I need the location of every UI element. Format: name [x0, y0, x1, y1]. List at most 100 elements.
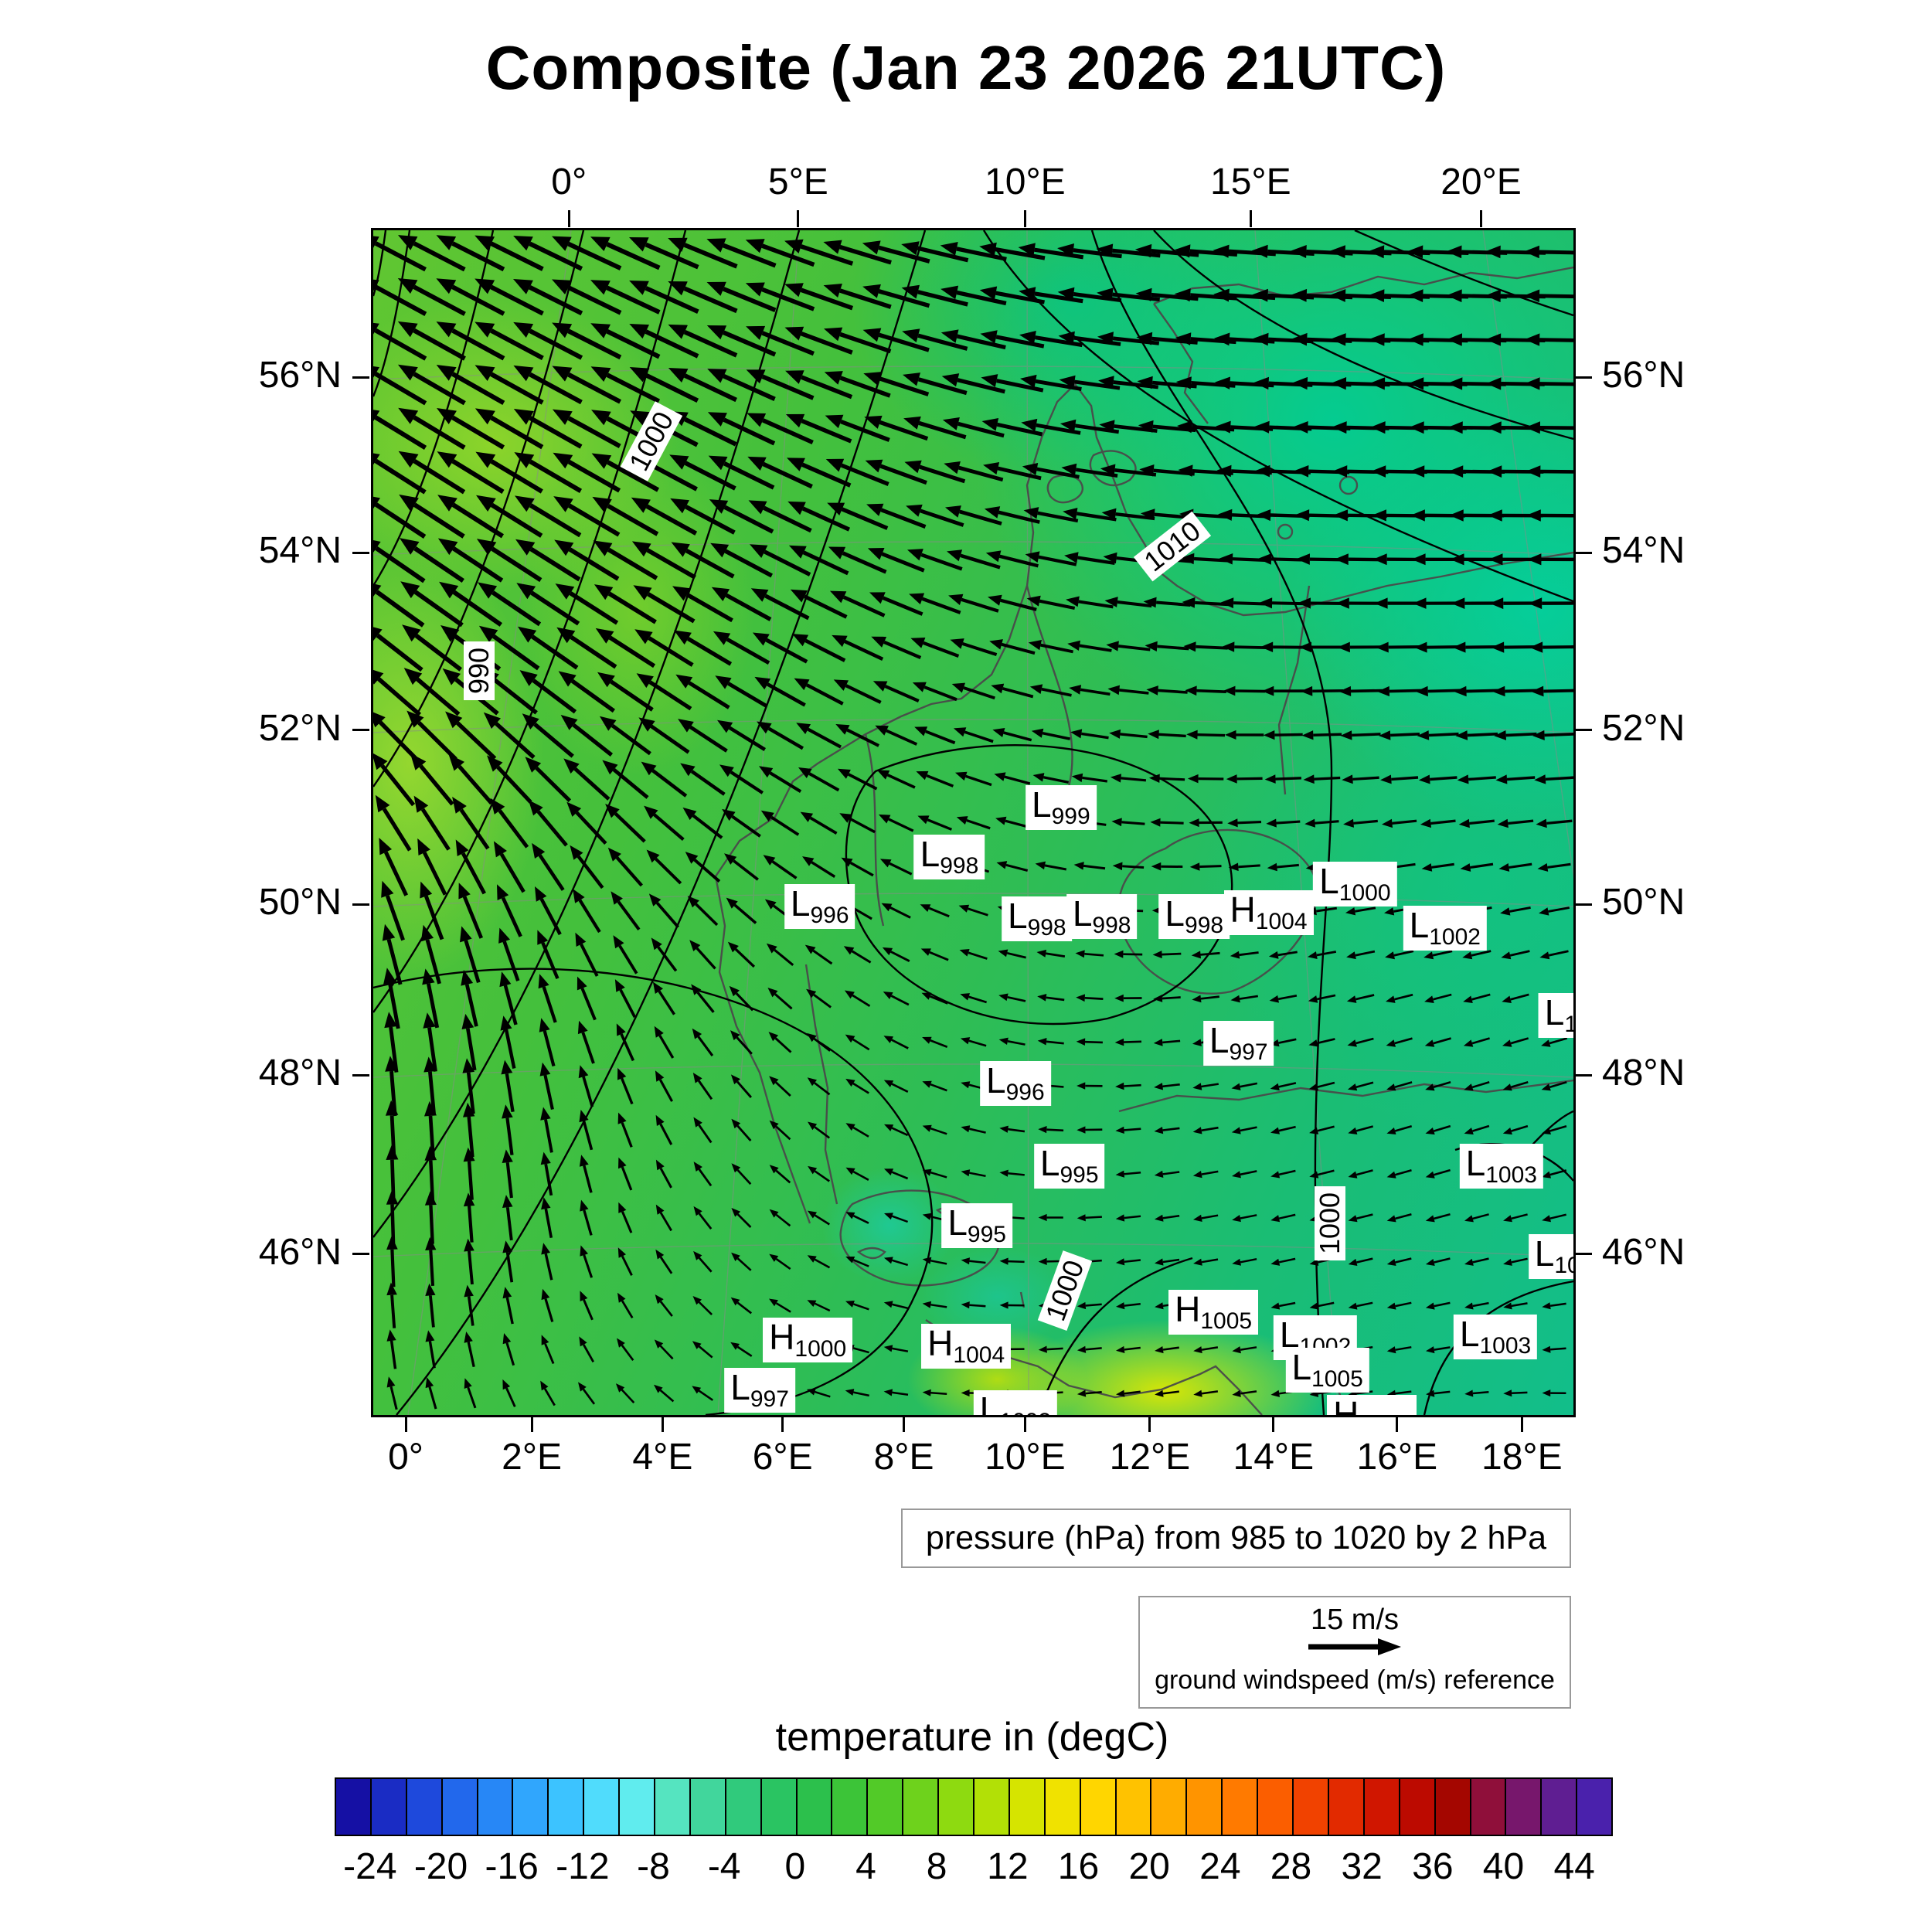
axis-tick-bottom	[1148, 1415, 1151, 1432]
pressure-center-label: L995	[1033, 1144, 1105, 1189]
pressure-center-label: L997	[724, 1367, 795, 1413]
colorbar-segment	[903, 1779, 940, 1835]
colorbar-tick-label: 24	[1199, 1846, 1241, 1887]
axis-tick-label-right: 52°N	[1602, 707, 1685, 749]
axis-tick-right	[1575, 376, 1592, 379]
pressure-center-label: H1004	[1223, 890, 1314, 935]
colorbar-segment	[761, 1779, 798, 1835]
axis-tick-label-bottom: 10°E	[985, 1437, 1066, 1478]
axis-tick-top	[1249, 210, 1252, 227]
wind-reference-caption: ground windspeed (m/s) reference	[1155, 1665, 1555, 1695]
axis-tick-top	[1480, 210, 1483, 227]
pressure-center-label: L1002	[973, 1389, 1058, 1415]
axis-tick-label-top: 10°E	[985, 162, 1066, 202]
colorbar-title: temperature in (degC)	[775, 1715, 1169, 1760]
pressure-center-label: L998	[913, 834, 985, 879]
colorbar-tick-label: -12	[556, 1846, 610, 1887]
axis-tick-label-right: 56°N	[1602, 355, 1685, 396]
colorbar-segment	[832, 1779, 869, 1835]
axis-tick-label-bottom: 6°E	[752, 1437, 813, 1478]
colorbar-tick-label: 28	[1270, 1846, 1312, 1887]
axis-tick-bottom	[1396, 1415, 1399, 1432]
colorbar-segment	[1328, 1779, 1365, 1835]
axis-tick-top	[1023, 210, 1026, 227]
colorbar-segment	[1080, 1779, 1117, 1835]
colorbar-tick-label: 40	[1482, 1846, 1525, 1887]
colorbar-tick-label: 20	[1128, 1846, 1170, 1887]
colorbar-tick-label: 12	[987, 1846, 1029, 1887]
contour-value-label: 1000	[1037, 1250, 1092, 1332]
pressure-center-label: L1003	[1453, 1314, 1538, 1359]
colorbar-segment	[336, 1779, 372, 1835]
colorbar-segment	[371, 1779, 407, 1835]
axis-tick-label-right: 48°N	[1602, 1053, 1685, 1094]
axis-tick-bottom	[781, 1415, 784, 1432]
axis-tick-label-left: 46°N	[258, 1231, 342, 1273]
axis-tick-label-left: 52°N	[258, 707, 342, 749]
axis-tick-label-bottom: 2°E	[502, 1437, 563, 1478]
pressure-center-label: L1005	[1285, 1347, 1369, 1393]
contour-value-label: 1000	[621, 401, 683, 481]
axis-tick-label-top: 5°E	[767, 162, 828, 202]
pressure-center-label: L999	[1026, 784, 1097, 830]
colorbar-segment	[797, 1779, 833, 1835]
colorbar-segment	[584, 1779, 621, 1835]
colorbar-tick-label: 32	[1341, 1846, 1383, 1887]
colorbar-segment	[1542, 1779, 1578, 1835]
axis-tick-bottom	[1520, 1415, 1523, 1432]
colorbar-segment	[620, 1779, 656, 1835]
axis-tick-bottom	[661, 1415, 664, 1432]
pressure-center-label: L996	[980, 1060, 1051, 1106]
axis-tick-left	[352, 551, 369, 554]
colorbar-tick-label: -16	[485, 1846, 539, 1887]
colorbar-segment	[1294, 1779, 1329, 1835]
colorbar-segment	[1009, 1779, 1046, 1835]
pressure-center-label: L998	[1158, 893, 1230, 939]
colorbar-tick-labels: -24 -20 -16 -12 -8 -4 0 4 8 12 16 20 24 28 32 36 40 44	[335, 1845, 1610, 1892]
axis-tick-bottom	[530, 1415, 533, 1432]
colorbar-segment	[1471, 1779, 1507, 1835]
axis-tick-bottom	[404, 1415, 407, 1432]
axis-tick-top	[567, 210, 570, 227]
map-vector-layer	[373, 230, 1573, 1415]
pressure-center-label: H1005	[1327, 1395, 1417, 1415]
colorbar-segment	[1223, 1779, 1259, 1835]
pressure-caption: pressure (hPa) from 985 to 1020 by 2 hPa	[900, 1509, 1571, 1568]
colorbar-tick-label: -4	[707, 1846, 741, 1887]
colorbar-segment	[1400, 1779, 1436, 1835]
colorbar-tick-label: 44	[1553, 1846, 1595, 1887]
axis-tick-right	[1575, 1253, 1592, 1256]
colorbar-segment	[406, 1779, 443, 1835]
contour-value-label: 1000	[1314, 1185, 1345, 1260]
pressure-center-label: L997	[1202, 1020, 1274, 1066]
axis-tick-label-left: 50°N	[258, 882, 342, 923]
pressure-center-label: L998	[1066, 893, 1138, 939]
colorbar-tick-label: 16	[1057, 1846, 1100, 1887]
map-plot-area: L999 L998 L996 L998 L998 L998 H1004 L1000 L1002 L…	[371, 228, 1576, 1417]
page-title: Composite (Jan 23 2026 21UTC)	[485, 33, 1447, 102]
axis-tick-right	[1575, 903, 1592, 906]
wind-reference-arrow-icon	[1308, 1638, 1401, 1655]
pressure-center-label: H1005	[1168, 1289, 1259, 1335]
colorbar-tick-label: -8	[637, 1846, 670, 1887]
colorbar-segment	[513, 1779, 549, 1835]
axis-tick-label-bottom: 8°E	[873, 1437, 934, 1478]
axis-tick-label-top: 15°E	[1210, 162, 1291, 202]
axis-tick-left	[352, 1073, 369, 1077]
axis-tick-label-bottom: 14°E	[1233, 1437, 1315, 1478]
colorbar-segment	[1364, 1779, 1400, 1835]
colorbar-tick-label: 36	[1412, 1846, 1454, 1887]
colorbar-segment	[1151, 1779, 1188, 1835]
axis-tick-bottom	[903, 1415, 906, 1432]
temperature-colorbar	[335, 1777, 1613, 1836]
axis-tick-label-top: 20°E	[1440, 162, 1522, 202]
colorbar-segment	[478, 1779, 514, 1835]
contour-value-label: 1010	[1134, 511, 1212, 582]
colorbar-segment	[690, 1779, 726, 1835]
pressure-center-label: L1003	[1459, 1144, 1543, 1189]
colorbar-tick-label: 4	[855, 1846, 876, 1887]
colorbar-tick-label: 8	[926, 1846, 947, 1887]
pressure-center-label: L996	[784, 884, 855, 930]
colorbar-segment	[1258, 1779, 1294, 1835]
